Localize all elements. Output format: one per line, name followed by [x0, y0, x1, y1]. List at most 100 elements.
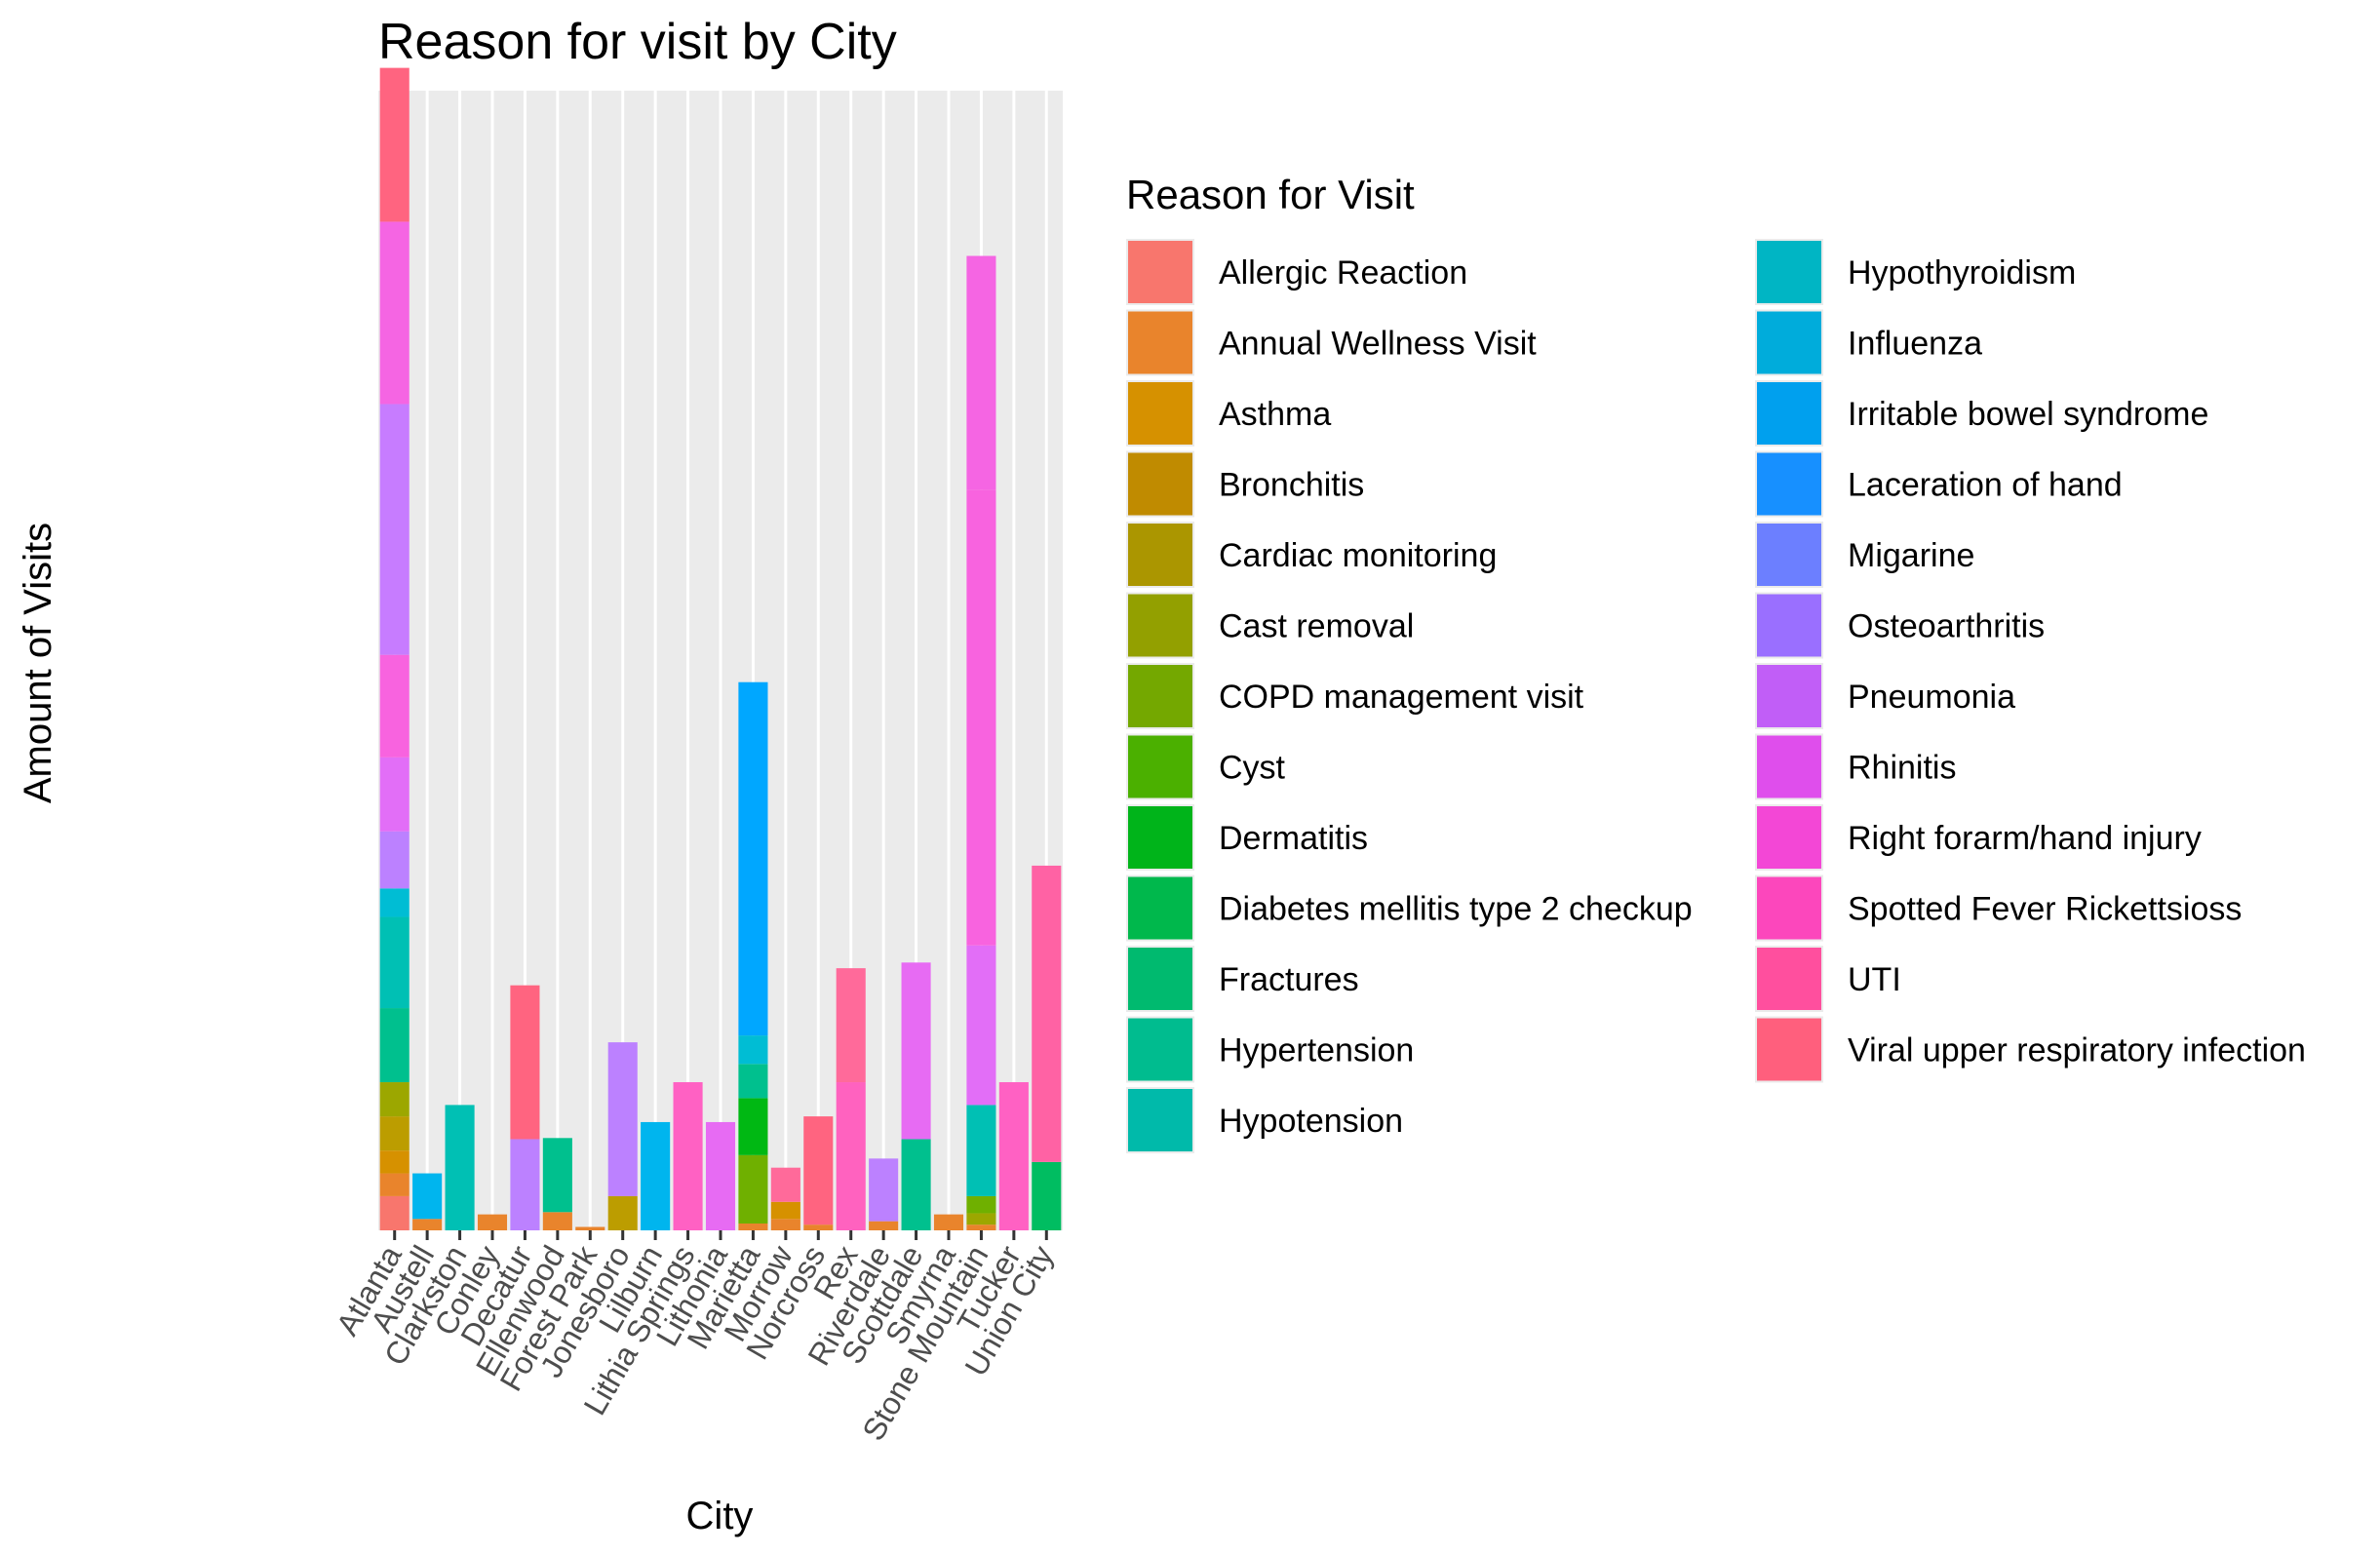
legend-swatch	[1757, 241, 1821, 303]
bar-segment	[770, 1219, 800, 1230]
legend-label: Rhinitis	[1848, 750, 1956, 787]
bar-segment	[379, 404, 410, 655]
bar-segment	[379, 831, 410, 889]
bar-segment	[738, 1035, 768, 1065]
legend-swatch	[1757, 452, 1821, 516]
x-axis-title: City	[686, 1495, 754, 1537]
legend-swatch	[1757, 665, 1821, 727]
legend-swatch	[1128, 452, 1192, 516]
bar-segment	[510, 985, 540, 1140]
legend-swatch	[1757, 948, 1821, 1010]
legend-label: Hypotension	[1219, 1103, 1403, 1140]
bar-segment	[966, 1213, 996, 1225]
legend-swatch	[1757, 1018, 1821, 1081]
bar-segment	[412, 1173, 443, 1220]
legend-label: Cardiac monitoring	[1219, 537, 1497, 574]
legend-label: Diabetes mellitis type 2 checkup	[1219, 891, 1693, 928]
bar-segment	[738, 1154, 768, 1224]
legend-swatch	[1757, 735, 1821, 798]
bar-segment	[477, 1214, 508, 1230]
bar-segment	[542, 1212, 572, 1230]
legend-label: Hypertension	[1219, 1032, 1414, 1069]
bar-segment	[1032, 1161, 1062, 1230]
legend-label: Migarine	[1848, 537, 1974, 574]
bar-segment	[379, 1195, 410, 1230]
bar-segment	[998, 1082, 1029, 1230]
bar-segment	[673, 1082, 703, 1230]
chart-title: Reason for visit by City	[378, 14, 897, 70]
bar-segment	[803, 1116, 834, 1225]
legend-label: Influenza	[1848, 326, 1982, 363]
bar-segment	[738, 681, 768, 1036]
legend-swatch	[1128, 735, 1192, 798]
bar-segment	[770, 1201, 800, 1220]
legend-swatch	[1128, 948, 1192, 1010]
bar-segment	[607, 1042, 638, 1196]
bar-segment	[901, 1139, 931, 1230]
legend-label: Hypothyroidism	[1848, 254, 2076, 292]
bar-segment	[607, 1195, 638, 1230]
legend-label: Spotted Fever Rickettsioss	[1848, 891, 2242, 928]
bar-segment	[1032, 865, 1062, 1162]
bar-segment	[510, 1139, 540, 1230]
legend-swatch	[1128, 665, 1192, 727]
legend-label: COPD management visit	[1219, 679, 1584, 716]
bar-segment	[966, 489, 996, 946]
legend-swatch	[1128, 806, 1192, 869]
bar-segment	[379, 888, 410, 917]
legend-title: Reason for Visit	[1126, 172, 1415, 217]
bar-segment	[933, 1214, 964, 1230]
legend-label: Irritable bowel syndrome	[1848, 396, 2208, 433]
x-axis-ticks: AtlantaAustellClarkstonConleyDecaturElle…	[330, 1230, 1060, 1447]
bar-segment	[379, 221, 410, 405]
legend-label: Laceration of hand	[1848, 467, 2123, 504]
legend-swatch	[1128, 594, 1192, 657]
legend: Allergic Reaction Annual Wellness Visit As…	[1126, 239, 2306, 1153]
bar-segment	[966, 1225, 996, 1230]
legend-label: UTI	[1848, 961, 1901, 998]
bar-segment	[379, 916, 410, 1009]
bar-segment	[966, 255, 996, 490]
legend-swatch	[1757, 806, 1821, 869]
y-axis-title: Amount of Visits	[17, 523, 59, 803]
bar-segment	[738, 1064, 768, 1099]
bar-segment	[803, 1225, 834, 1230]
legend-swatch	[1757, 311, 1821, 374]
legend-label: Dermatitis	[1219, 820, 1368, 857]
bar-segment	[379, 1150, 410, 1174]
legend-label: Cast removal	[1219, 608, 1414, 645]
bar-segment	[901, 962, 931, 1140]
bar-segment	[869, 1158, 899, 1222]
legend-swatch	[1128, 524, 1192, 586]
bar-segment	[836, 968, 866, 1083]
legend-swatch	[1128, 382, 1192, 445]
legend-label: Pneumonia	[1848, 679, 2015, 716]
legend-swatch	[1128, 241, 1192, 303]
legend-label: Annual Wellness Visit	[1219, 326, 1537, 363]
bar-segment	[836, 1082, 866, 1230]
legend-swatch	[1128, 876, 1192, 940]
bars-layer	[379, 67, 1062, 1230]
bar-segment	[575, 1226, 605, 1230]
legend-swatch	[1757, 876, 1821, 940]
bar-segment	[379, 1116, 410, 1151]
legend-label: Viral upper respiratory infection	[1848, 1032, 2306, 1069]
legend-label: Fractures	[1219, 961, 1359, 998]
legend-swatch	[1128, 1018, 1192, 1081]
legend-label: Asthma	[1219, 396, 1331, 433]
legend-label: Allergic Reaction	[1219, 254, 1467, 292]
legend-label: Right forarm/hand injury	[1848, 820, 2202, 857]
bar-segment	[379, 654, 410, 758]
legend-swatch	[1128, 1089, 1192, 1151]
bar-segment	[412, 1219, 443, 1230]
legend-label: Osteoarthritis	[1848, 608, 2045, 645]
bar-segment	[966, 945, 996, 1106]
bar-segment	[738, 1223, 768, 1230]
legend-swatch	[1757, 594, 1821, 657]
bar-segment	[379, 757, 410, 832]
bar-segment	[379, 1173, 410, 1196]
bar-segment	[379, 67, 410, 222]
legend-label: Bronchitis	[1219, 467, 1364, 504]
bar-segment	[379, 1082, 410, 1117]
